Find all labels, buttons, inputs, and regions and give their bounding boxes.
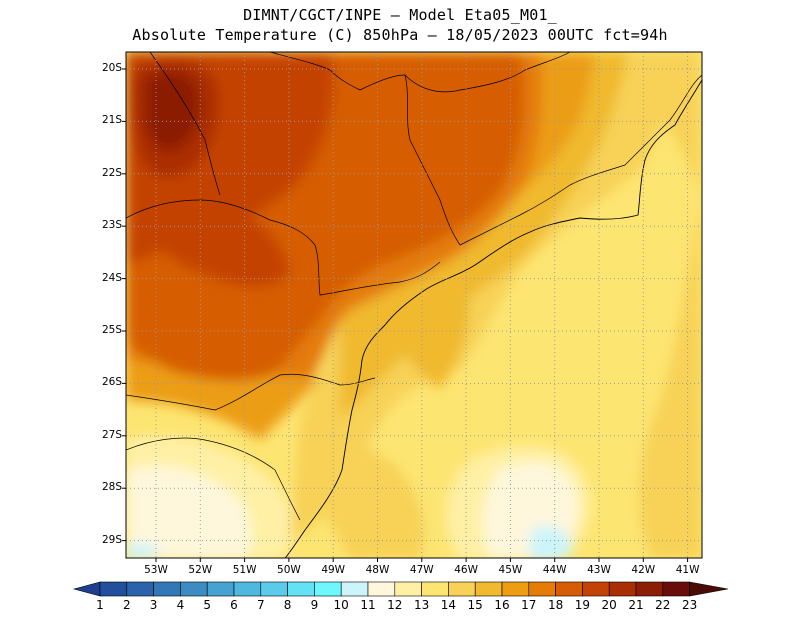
colorbar-label: 23 [681, 598, 698, 612]
colorbar-swatch [233, 581, 262, 597]
colorbar-label: 17 [521, 598, 537, 612]
colorbar-swatch [501, 581, 530, 597]
colorbar-low-arrow [72, 581, 101, 597]
lon-label: 47W [409, 564, 434, 576]
lat-label: 24S [101, 271, 122, 284]
map-gridlines [126, 52, 702, 558]
colorbar-swatch [448, 581, 476, 597]
colorbar-swatch [260, 581, 288, 597]
lat-label: 29S [101, 533, 122, 546]
colorbar-label: 11 [360, 598, 376, 612]
colorbar-swatch [555, 581, 583, 597]
colorbar-swatch [126, 581, 154, 597]
map-frame [125, 51, 703, 559]
colorbar-label: 15 [467, 598, 483, 612]
lon-label: 44W [542, 564, 567, 576]
lon-label: 52W [188, 564, 213, 576]
colorbar [72, 581, 729, 597]
lon-label: 51W [232, 564, 257, 576]
lat-label: 21S [101, 114, 122, 127]
colorbar-swatch [608, 581, 637, 597]
lon-label: 53W [144, 564, 168, 576]
colorbar-label: 3 [149, 598, 158, 612]
colorbar-swatch [180, 581, 208, 597]
lat-label: 20S [101, 62, 122, 74]
colorbar-swatch [528, 581, 556, 597]
colorbar-label: 19 [574, 598, 591, 612]
lat-label: 25S [101, 324, 122, 336]
colorbar-label: 5 [203, 598, 211, 612]
colorbar-swatch [367, 581, 396, 597]
chart-subtitle: Absolute Temperature (C) 850hPa – 18/05/… [132, 26, 668, 44]
lon-label: 42W [631, 564, 656, 576]
lat-label: 28S [101, 481, 122, 494]
lon-label: 43W [587, 564, 611, 576]
colorbar-label: 4 [176, 598, 185, 612]
colorbar-label: 14 [440, 598, 457, 612]
lat-label: 26S [101, 376, 122, 389]
colorbar-label: 20 [601, 598, 617, 612]
temperature-field [126, 52, 702, 558]
coastline [284, 79, 702, 558]
colorbar-swatch [662, 581, 690, 597]
lat-label: 23S [101, 219, 122, 232]
chart-title: DIMNT/CGCT/INPE – Model Eta05_M01_ [243, 6, 557, 24]
colorbar-swatch [582, 581, 610, 597]
lon-label: 50W [277, 564, 301, 576]
colorbar-label: 7 [256, 598, 265, 612]
colorbar-label: 6 [230, 598, 238, 612]
lon-label: 41W [675, 564, 700, 576]
colorbar-swatch [287, 581, 315, 597]
colorbar-label: 12 [387, 598, 403, 612]
lon-label: 45W [498, 564, 523, 576]
colorbar-label: 2 [122, 598, 131, 612]
colorbar-swatch [99, 581, 128, 597]
colorbar-label: 10 [333, 598, 349, 612]
lat-label: 27S [101, 428, 122, 441]
colorbar-label: 22 [655, 598, 671, 612]
colorbar-swatch [314, 581, 342, 597]
colorbar-swatch [206, 581, 235, 597]
colorbar-label: 21 [628, 598, 644, 612]
colorbar-swatch [635, 581, 664, 597]
colorbar-swatch [421, 581, 449, 597]
colorbar-label: 9 [310, 598, 319, 612]
map-ticks [122, 68, 689, 562]
colorbar-label: 18 [547, 598, 564, 612]
colorbar-swatch [394, 581, 422, 597]
colorbar-high-arrow [689, 581, 729, 597]
colorbar-swatch [153, 581, 181, 597]
colorbar-swatch [340, 581, 369, 597]
lon-label: 49W [321, 564, 346, 576]
colorbar-label: 8 [283, 598, 292, 612]
lat-label: 22S [101, 166, 122, 179]
colorbar-label: 1 [96, 598, 104, 612]
lon-label: 48W [365, 564, 390, 576]
lon-label: 46W [454, 564, 478, 576]
colorbar-label: 16 [494, 598, 510, 612]
colorbar-label: 13 [413, 598, 430, 612]
colorbar-swatch [474, 581, 503, 597]
